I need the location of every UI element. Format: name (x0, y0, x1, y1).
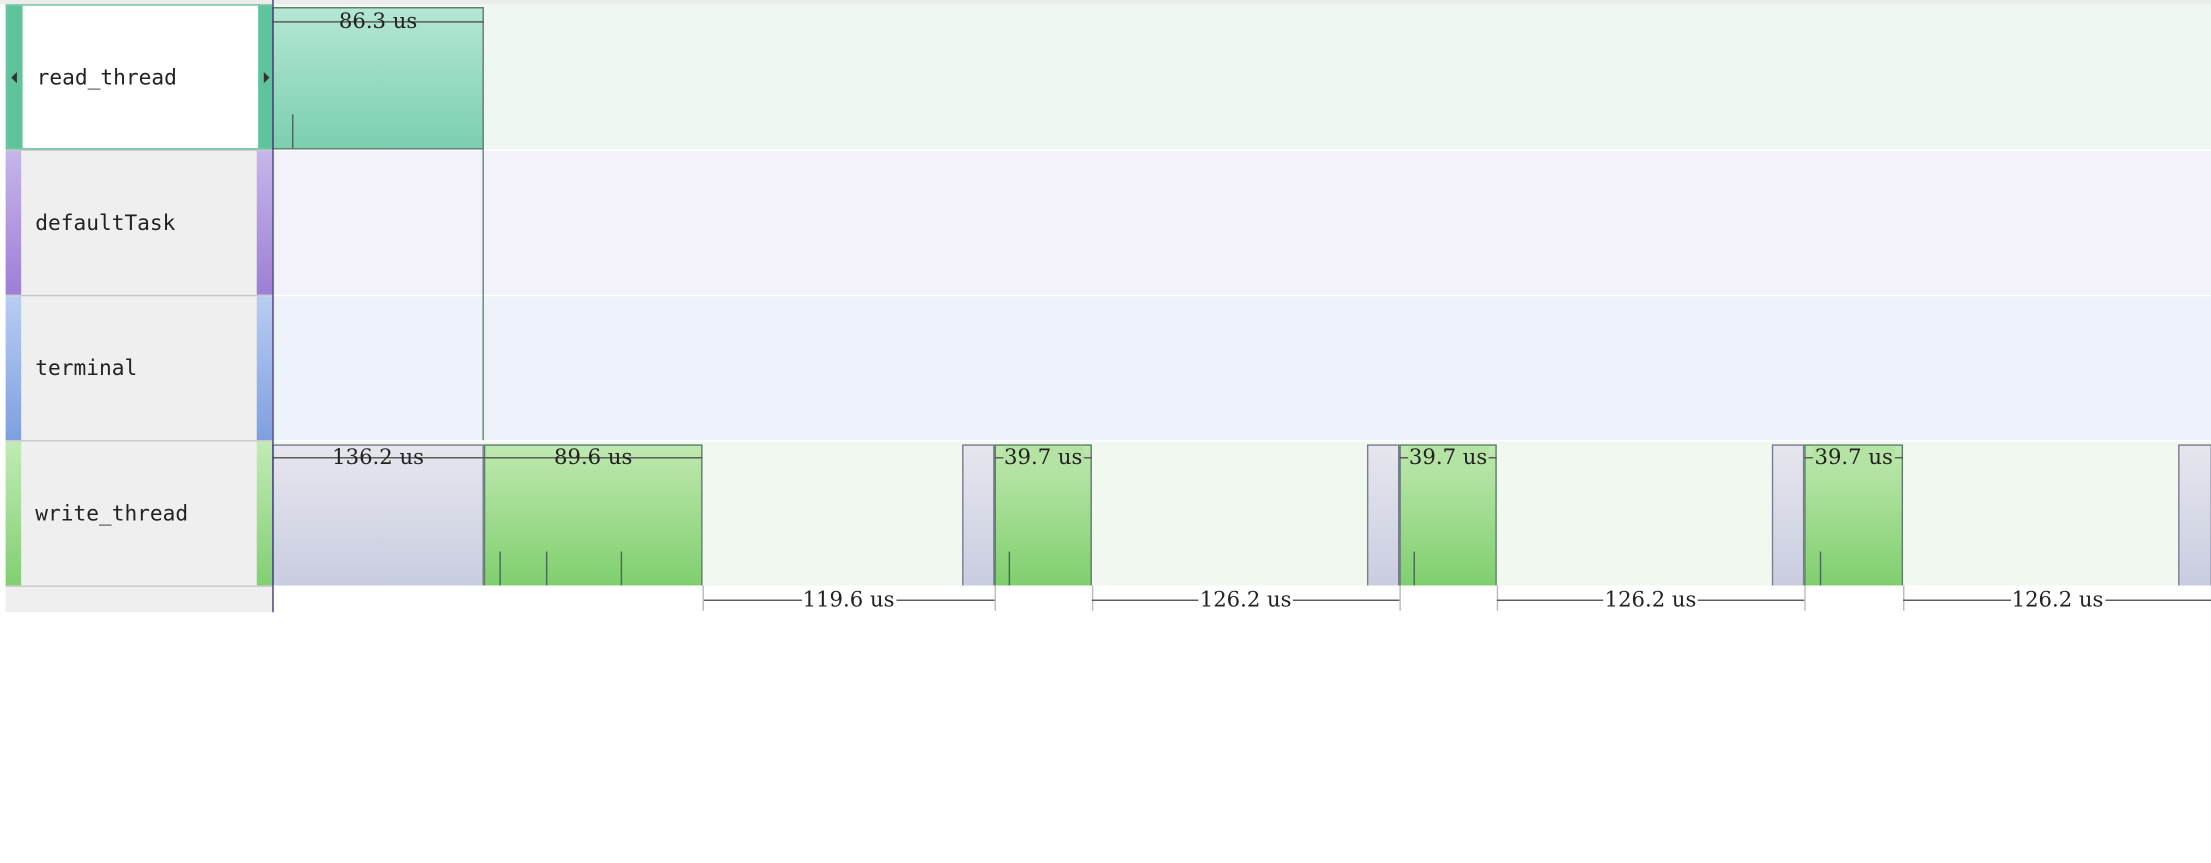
duration-label: 86.3 us (338, 8, 418, 34)
wait-block[interactable] (1771, 444, 1805, 587)
thread-name: write_thread (35, 500, 189, 527)
wait-block[interactable] (962, 444, 995, 587)
gap-label: 126.2 us (1198, 586, 1293, 613)
wait-block[interactable] (1366, 444, 1400, 587)
event-tick (545, 551, 548, 586)
duration-label: 39.7 us (1407, 444, 1489, 470)
gap-label: 119.6 us (801, 586, 896, 613)
thread-label-write-thread[interactable]: write_thread (5, 440, 273, 586)
gap-strip: 119.6 us 126.2 us 126.2 us 126.2 us (0, 585, 2211, 613)
timeline-lane-default-task[interactable] (272, 149, 2211, 297)
duration-measure: 39.7 us (1399, 444, 1497, 470)
row-terminal[interactable]: terminal (0, 294, 2211, 442)
event-tick (1008, 551, 1011, 586)
timeline-lane-read-thread[interactable]: 86.3 us (272, 4, 2211, 150)
event-tick (1413, 551, 1415, 586)
row-read-thread[interactable]: read_thread 86.3 us (0, 4, 2211, 150)
exec-block-write-thread[interactable] (483, 444, 703, 587)
duration-measure: 89.6 us (483, 444, 703, 470)
timeline-lane-write-thread[interactable]: 136.2 us 89.6 us 39.7 us (272, 440, 2211, 587)
gap-measure: 126.2 us (1496, 586, 1805, 613)
selection-boundary-line (482, 149, 484, 441)
duration-measure: 39.7 us (994, 444, 1092, 470)
gap-measure-lane: 119.6 us 126.2 us 126.2 us 126.2 us (272, 585, 2211, 613)
top-strip (0, 0, 2211, 5)
wait-block[interactable] (272, 444, 484, 587)
event-tick (499, 551, 501, 586)
event-tick (620, 551, 623, 586)
thread-label-terminal[interactable]: terminal (5, 294, 273, 441)
duration-label: 39.7 us (1813, 444, 1895, 470)
row-write-thread[interactable]: write_thread 136.2 us 89.6 us (0, 440, 2211, 587)
duration-measure: 136.2 us (272, 444, 484, 470)
thread-label-read-thread[interactable]: read_thread (5, 4, 274, 150)
gap-label: 126.2 us (1603, 586, 1698, 613)
thread-name: terminal (35, 355, 138, 381)
scroll-right-icon[interactable] (263, 71, 270, 84)
thread-name: defaultTask (35, 210, 176, 236)
timeline-lane-terminal[interactable] (272, 294, 2211, 442)
duration-label: 39.7 us (1002, 444, 1084, 470)
event-tick (292, 114, 294, 149)
gap-label: 126.2 us (2010, 586, 2105, 613)
event-tick (1819, 551, 1822, 586)
duration-label: 136.2 us (332, 444, 424, 470)
thread-label-default-task[interactable]: defaultTask (5, 149, 273, 295)
duration-measure: 39.7 us (1804, 444, 1904, 470)
gap-measure: 126.2 us (1903, 586, 2211, 613)
thread-name: read_thread (36, 64, 177, 91)
wait-block[interactable] (2178, 444, 2211, 587)
duration-measure: 86.3 us (272, 8, 484, 34)
duration-label: 89.6 us (554, 444, 633, 470)
gap-strip-label (5, 585, 273, 613)
gap-measure: 126.2 us (1091, 586, 1400, 613)
scroll-left-icon[interactable] (11, 71, 17, 84)
gap-measure: 119.6 us (702, 586, 995, 613)
row-default-task[interactable]: defaultTask (0, 149, 2211, 297)
time-cursor-line[interactable] (272, 0, 274, 613)
